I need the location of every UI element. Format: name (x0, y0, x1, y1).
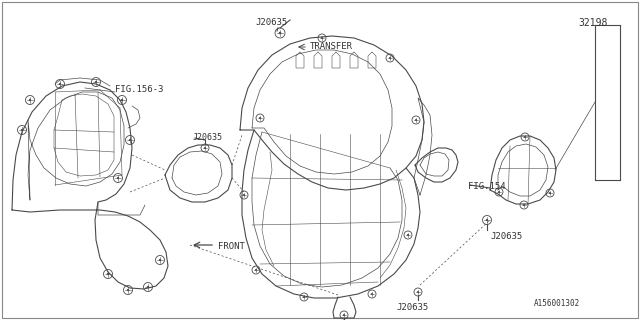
Circle shape (498, 191, 500, 193)
Circle shape (486, 219, 488, 221)
Circle shape (127, 289, 129, 291)
Circle shape (549, 192, 551, 194)
Circle shape (147, 286, 149, 288)
Circle shape (243, 194, 245, 196)
Text: TRANSFER: TRANSFER (310, 42, 353, 51)
Circle shape (343, 314, 345, 316)
Circle shape (523, 204, 525, 206)
Circle shape (107, 273, 109, 275)
Circle shape (121, 99, 123, 101)
Circle shape (417, 291, 419, 293)
Circle shape (117, 177, 119, 179)
Circle shape (129, 139, 131, 141)
Circle shape (29, 99, 31, 101)
Circle shape (389, 57, 391, 59)
Circle shape (303, 296, 305, 298)
Text: J20635: J20635 (255, 18, 287, 27)
Circle shape (415, 119, 417, 121)
Text: 32198: 32198 (578, 18, 607, 28)
Circle shape (95, 81, 97, 83)
Circle shape (407, 234, 409, 236)
Circle shape (321, 37, 323, 39)
Text: J20635: J20635 (193, 133, 223, 142)
Circle shape (371, 293, 373, 295)
Text: FRONT: FRONT (218, 242, 245, 251)
Circle shape (279, 32, 281, 34)
Text: A156001302: A156001302 (534, 299, 580, 308)
Circle shape (204, 147, 206, 149)
Text: FIG.154: FIG.154 (468, 182, 506, 191)
Text: J20635: J20635 (396, 303, 428, 312)
Text: FIG.156-3: FIG.156-3 (115, 85, 163, 94)
Circle shape (255, 269, 257, 271)
Circle shape (524, 136, 526, 138)
Circle shape (259, 117, 261, 119)
Circle shape (21, 129, 23, 131)
Circle shape (159, 259, 161, 261)
Circle shape (59, 83, 61, 85)
Text: J20635: J20635 (490, 232, 522, 241)
